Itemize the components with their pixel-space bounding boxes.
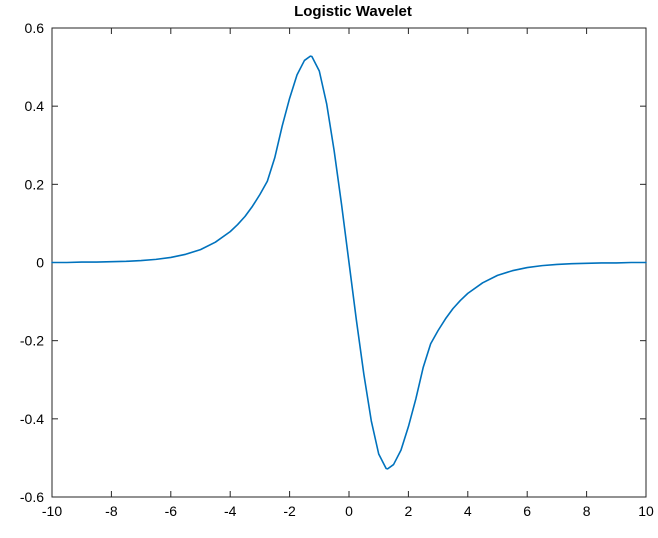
x-tick-label: -2 (283, 503, 296, 519)
chart-title: Logistic Wavelet (294, 3, 412, 20)
y-tick-label: 0.4 (25, 98, 45, 114)
x-tick-label: -10 (42, 503, 62, 519)
x-tick-label: 10 (638, 503, 654, 519)
y-tick-label: 0.6 (25, 20, 45, 36)
series-line (51, 55, 647, 470)
y-tick-label: -0.2 (20, 333, 44, 349)
y-tick-label: -0.6 (20, 489, 44, 505)
tick-labels: -10 -8 -6 -4 -2 0 2 4 6 8 10 0.6 0.4 0.2 0 -0.2 -0.4 -0.6 (20, 20, 654, 519)
x-tick-label: 0 (345, 503, 353, 519)
y-tick-label: 0 (36, 255, 44, 271)
x-tick-label: 2 (405, 503, 413, 519)
x-tick-label: 4 (464, 503, 472, 519)
y-tick-label: -0.4 (20, 411, 44, 427)
x-tick-label: 6 (523, 503, 531, 519)
axis-ticks (51, 27, 647, 498)
series-layer (51, 55, 647, 470)
x-tick-label: -8 (105, 503, 118, 519)
x-tick-label: -6 (165, 503, 178, 519)
y-tick-label: 0.2 (25, 176, 45, 192)
x-tick-label: -4 (224, 503, 237, 519)
x-tick-label: 8 (583, 503, 591, 519)
